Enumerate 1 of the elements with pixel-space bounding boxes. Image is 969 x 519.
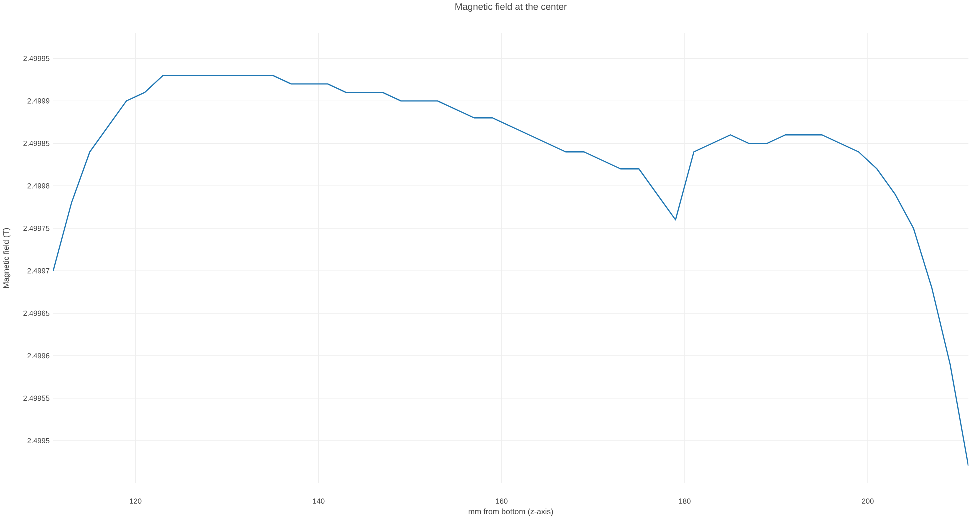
chart-title: Magnetic field at the center [456,3,567,12]
